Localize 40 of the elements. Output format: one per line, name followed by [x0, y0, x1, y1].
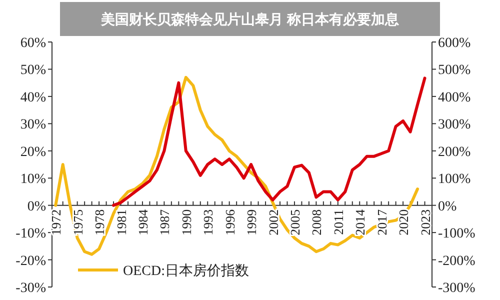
x-tick-label: 2002 [266, 209, 281, 236]
chart-title: 美国财长贝森特会见片山皋月 称日本有必要加息 [100, 11, 400, 27]
x-tick-label: 1996 [222, 208, 238, 236]
x-tick-label: 1990 [178, 209, 194, 236]
y-tick-label: 10% [20, 172, 46, 188]
x-tick-label: 1981 [114, 209, 129, 236]
legend-label: OECD:日本房价指数 [123, 263, 249, 279]
x-tick-label: 2014 [352, 208, 368, 236]
y-tick-label: -20% [16, 254, 46, 269]
x-tick-label: 2005 [287, 209, 302, 236]
y2-tick-label: -300% [438, 281, 476, 296]
x-tick-label: 2020 [396, 209, 412, 236]
y-tick-label: 60% [20, 36, 46, 51]
x-tick-label: 1978 [92, 209, 108, 236]
x-tick-label: 1999 [244, 209, 260, 236]
y-tick-label: -30% [16, 281, 46, 296]
y2-tick-label: -100% [438, 226, 476, 242]
y-tick-label: 40% [20, 90, 46, 106]
x-tick-label: 1987 [157, 208, 172, 236]
y-tick-label: 50% [20, 63, 46, 78]
y2-tick-label: 0% [438, 199, 457, 214]
y2-tick-label: 300% [438, 118, 471, 133]
x-tick-label: 2008 [309, 209, 324, 236]
x-tick-label: 1975 [70, 209, 86, 236]
y2-tick-label: -200% [438, 254, 476, 269]
y2-tick-label: 100% [438, 172, 471, 188]
y2-tick-label: 200% [438, 144, 471, 160]
y-tick-label: 20% [20, 144, 46, 160]
x-tick-label: 2017 [374, 208, 390, 236]
y-tick-label: -10% [16, 226, 46, 242]
y-tick-label: 30% [20, 118, 46, 133]
y2-tick-label: 400% [438, 90, 471, 106]
x-tick-label: 1993 [200, 209, 216, 236]
y2-tick-label: 500% [438, 63, 471, 78]
y-tick-label: 0% [27, 199, 46, 214]
x-tick-label: 2011 [330, 209, 346, 235]
x-tick-label: 1984 [135, 208, 150, 236]
y2-tick-label: 600% [438, 36, 471, 51]
x-tick-label: 1972 [48, 209, 64, 236]
x-tick-label: 2023 [418, 209, 433, 236]
